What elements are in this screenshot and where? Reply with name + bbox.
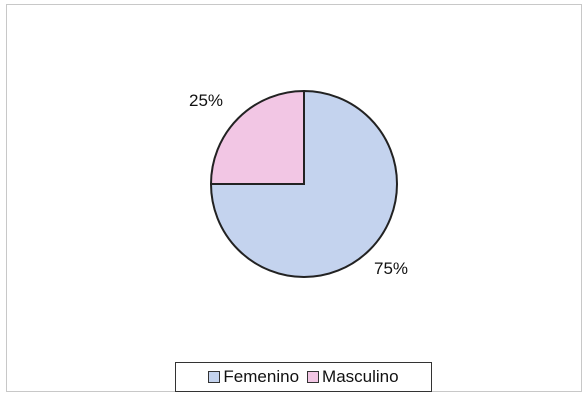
legend-item-masculino: Masculino — [307, 367, 399, 387]
data-label-femenino: 75% — [374, 259, 408, 278]
pie-data-labels: 75% 25% — [189, 91, 408, 278]
pie-slice-femenino — [209, 89, 398, 278]
legend-item-femenino: Femenino — [208, 367, 299, 387]
legend-label-femenino: Femenino — [223, 367, 300, 386]
legend-swatch-femenino — [208, 371, 221, 383]
legend-swatch-masculino — [307, 371, 320, 383]
chart-legend: Femenino Masculino — [175, 362, 432, 392]
data-label-masculino: 25% — [189, 91, 223, 110]
legend-label-masculino: Masculino — [322, 367, 399, 386]
pie-slices — [209, 89, 398, 278]
pie-slice-masculino — [209, 89, 305, 185]
